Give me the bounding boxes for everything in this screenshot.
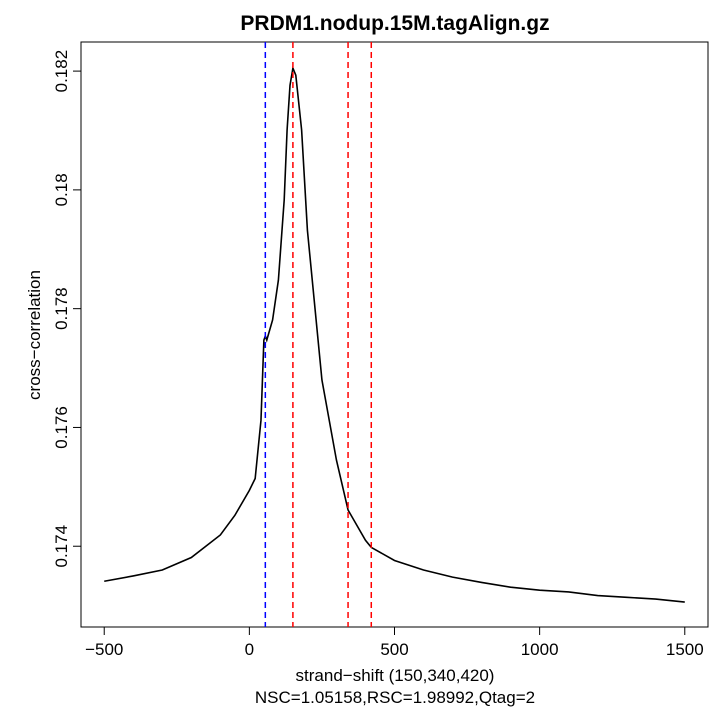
line	[104, 65, 685, 603]
y-tick-label: 0.174	[52, 525, 71, 568]
x-axis-label: strand−shift (150,340,420)	[296, 666, 495, 685]
x-tick-label: 1500	[666, 640, 704, 659]
y-tick-label: 0.176	[52, 406, 71, 449]
chart-title: PRDM1.nodup.15M.tagAlign.gz	[240, 12, 549, 35]
x-tick-label: 0	[245, 640, 254, 659]
y-tick-label: 0.182	[52, 50, 71, 93]
x-tick-label: 500	[380, 640, 408, 659]
x-tick-label: −500	[85, 640, 123, 659]
y-tick-label: 0.178	[52, 287, 71, 330]
y-axis-label: cross−correlation	[25, 270, 44, 400]
x-tick-label: 1000	[521, 640, 559, 659]
y-tick-label: 0.18	[52, 173, 71, 206]
plot-frame	[80, 41, 709, 628]
subtitle: NSC=1.05158,RSC=1.98992,Qtag=2	[255, 688, 535, 707]
